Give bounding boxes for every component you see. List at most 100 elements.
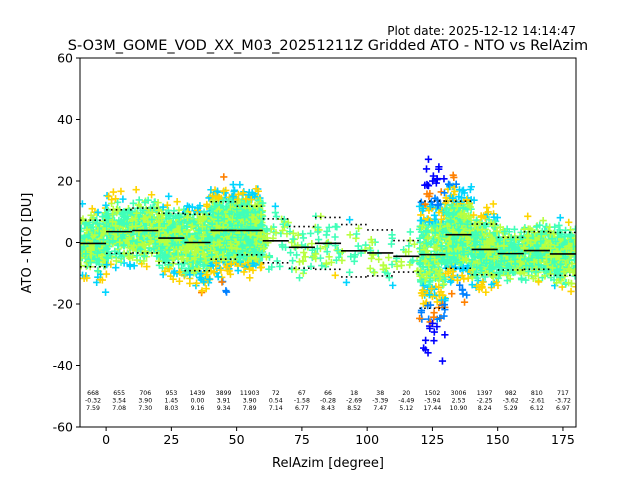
scatter-point — [160, 220, 168, 228]
scatter-point — [165, 192, 173, 200]
scatter-point — [147, 204, 155, 212]
bin-count-label: 953 — [165, 390, 177, 397]
scatter-point — [209, 242, 218, 250]
scatter-points — [80, 155, 576, 365]
bin-std-label: 7.30 — [138, 405, 152, 412]
scatter-point — [174, 241, 182, 249]
scatter-point — [173, 198, 181, 206]
scatter-point — [147, 237, 155, 245]
bin-std-label: 9.16 — [191, 405, 205, 412]
bin-mean-label: 0.00 — [191, 398, 205, 405]
scatter-point — [213, 187, 222, 195]
scatter-point — [175, 277, 184, 285]
scatter-point — [113, 207, 121, 215]
scatter-point — [101, 288, 110, 296]
scatter-point — [186, 279, 194, 288]
chart-title: S-O3M_GOME_VOD_XX_M03_20251211Z Gridded … — [68, 38, 588, 54]
scatter-point — [177, 264, 186, 272]
scatter-point — [96, 240, 104, 249]
scatter-point — [220, 215, 228, 223]
scatter-point — [222, 288, 231, 296]
scatter-point — [93, 216, 101, 224]
scatter-point — [109, 188, 117, 196]
scatter-point — [104, 209, 112, 218]
scatter-point — [230, 187, 238, 196]
plot-date: Plot date: 2025-12-12 14:14:47 — [387, 24, 576, 38]
scatter-point — [223, 263, 231, 272]
scatter-point — [223, 239, 231, 247]
scatter-point — [181, 246, 189, 254]
scatter-point — [88, 205, 96, 213]
scatter-point — [131, 214, 139, 222]
scatter-point — [165, 246, 173, 254]
bin-std-label: 7.59 — [86, 405, 100, 412]
scatter-point — [111, 247, 119, 255]
scatter-point — [132, 186, 140, 194]
scatter-point — [112, 257, 120, 265]
scatter-point — [155, 210, 163, 218]
scatter-point — [126, 261, 134, 269]
scatter-point — [164, 226, 172, 234]
scatter-point — [221, 245, 229, 253]
scatter-point — [147, 191, 156, 199]
scatter-point — [133, 252, 141, 260]
scatter-point — [194, 204, 202, 212]
scatter-point — [83, 226, 91, 234]
scatter-point — [156, 229, 165, 237]
scatter-point — [226, 270, 235, 278]
scatter-point — [212, 252, 220, 260]
scatter-point — [154, 199, 162, 207]
scatter-point — [214, 210, 223, 218]
scatter-point — [81, 220, 90, 228]
bin-count-label: 668 — [87, 390, 99, 397]
scatter-point — [140, 241, 148, 250]
scatter-point — [103, 261, 111, 269]
scatter-point — [181, 259, 189, 267]
scatter-point — [191, 248, 199, 256]
scatter-point — [119, 195, 127, 203]
scatter-point — [80, 233, 88, 241]
scatter-point — [108, 218, 117, 226]
scatter-point — [195, 253, 203, 262]
scatter-point — [227, 260, 235, 268]
scatter-point — [161, 267, 169, 275]
scatter-point — [210, 268, 218, 276]
scatter-point — [203, 200, 211, 209]
bin-mean-label: -0.32 — [85, 398, 101, 405]
bin-count-label: 706 — [139, 390, 151, 397]
bin-mean-label: 1.45 — [164, 398, 178, 405]
scatter-point — [80, 262, 85, 270]
scatter-point — [156, 238, 164, 246]
scatter-point — [220, 173, 228, 181]
scatter-point — [140, 215, 149, 223]
bin-mean-label: 3.54 — [112, 398, 126, 405]
scatter-point — [154, 222, 162, 230]
scatter-point — [120, 219, 128, 228]
scatter-point — [166, 212, 174, 220]
scatter-point — [208, 251, 216, 259]
scatter-point — [157, 214, 166, 222]
scatter-point — [192, 279, 201, 287]
scatter-point — [183, 223, 191, 231]
scatter-point — [112, 264, 120, 272]
scatter-point — [167, 272, 175, 280]
scatter-point — [188, 234, 196, 243]
scatter-point — [215, 241, 224, 249]
scatter-point — [227, 240, 235, 248]
bin-std-label: 9.34 — [217, 405, 231, 412]
scatter-point — [90, 231, 99, 239]
scatter-point — [198, 287, 206, 295]
scatter-point — [202, 285, 210, 293]
scatter-point — [188, 203, 196, 211]
scatter-point — [219, 196, 227, 205]
scatter-point — [157, 247, 165, 255]
scatter-point — [155, 223, 163, 232]
scatter-point — [143, 262, 151, 271]
scatter-point — [128, 253, 137, 261]
scatter-point — [120, 208, 128, 216]
scatter-point — [170, 267, 179, 275]
scatter-point — [107, 250, 115, 259]
scatter-point — [82, 250, 90, 258]
bin-count-label: 3899 — [216, 390, 232, 397]
scatter-point — [213, 218, 221, 226]
